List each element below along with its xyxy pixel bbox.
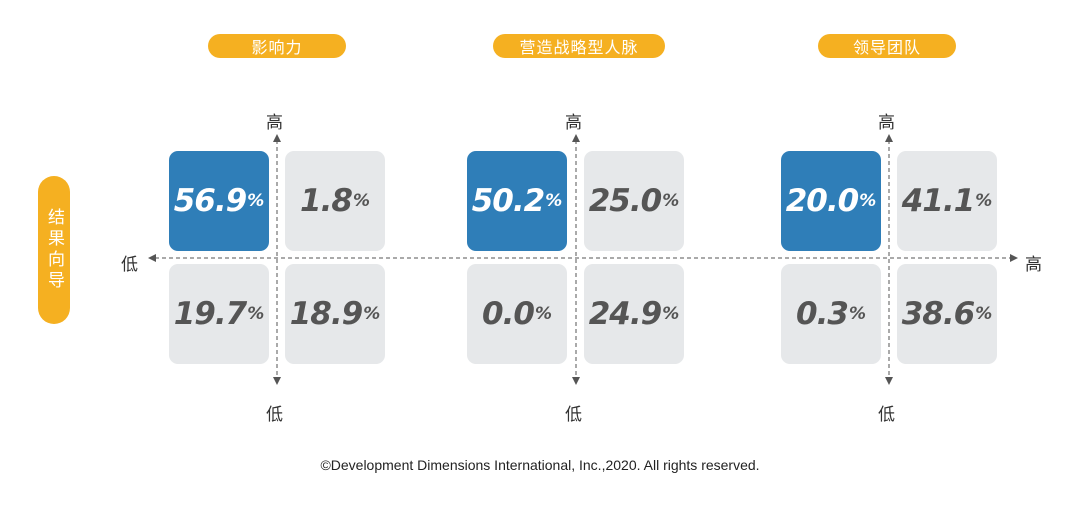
cell-influence-bottom-right: 18.9% xyxy=(285,264,385,364)
panel-title-influence: 影响力 xyxy=(208,34,346,58)
y-axis-down-arrow xyxy=(572,377,580,385)
axis-low-label: 低 xyxy=(266,405,283,425)
x-axis-high-label: 高 xyxy=(1025,255,1042,275)
axis-low-label: 低 xyxy=(565,405,582,425)
cell-influence-bottom-left: 19.7% xyxy=(169,264,269,364)
axis-high-label: 高 xyxy=(565,113,582,133)
cell-networking-bottom-right: 24.9% xyxy=(584,264,684,364)
axis-high-label: 高 xyxy=(266,113,283,133)
axis-low-label: 低 xyxy=(878,405,895,425)
y-axis-up-arrow xyxy=(273,134,281,142)
cell-leading-teams-top-right: 41.1% xyxy=(897,151,997,251)
cell-leading-teams-high-high: 20.0% xyxy=(781,151,881,251)
y-axis-down-arrow xyxy=(885,377,893,385)
x-axis-low-label: 低 xyxy=(121,255,138,275)
cell-networking-bottom-left: 0.0% xyxy=(467,264,567,364)
cell-networking-top-right: 25.0% xyxy=(584,151,684,251)
panel-title-networking: 营造战略型人脉 xyxy=(493,34,665,58)
copyright-footer: ©Development Dimensions International, I… xyxy=(320,457,760,473)
x-axis-left-arrow xyxy=(148,254,156,262)
cell-influence-top-right: 1.8% xyxy=(285,151,385,251)
panel-title-leading-teams: 领导团队 xyxy=(818,34,956,58)
x-axis-right-arrow xyxy=(1010,254,1018,262)
cell-leading-teams-bottom-left: 0.3% xyxy=(781,264,881,364)
y-axis-title: 结果向导 xyxy=(38,176,70,324)
y-axis-down-arrow xyxy=(273,377,281,385)
cell-influence-high-high: 56.9% xyxy=(169,151,269,251)
cell-leading-teams-bottom-right: 38.6% xyxy=(897,264,997,364)
axis-high-label: 高 xyxy=(878,113,895,133)
cell-networking-high-high: 50.2% xyxy=(467,151,567,251)
y-axis-up-arrow xyxy=(885,134,893,142)
y-axis-up-arrow xyxy=(572,134,580,142)
